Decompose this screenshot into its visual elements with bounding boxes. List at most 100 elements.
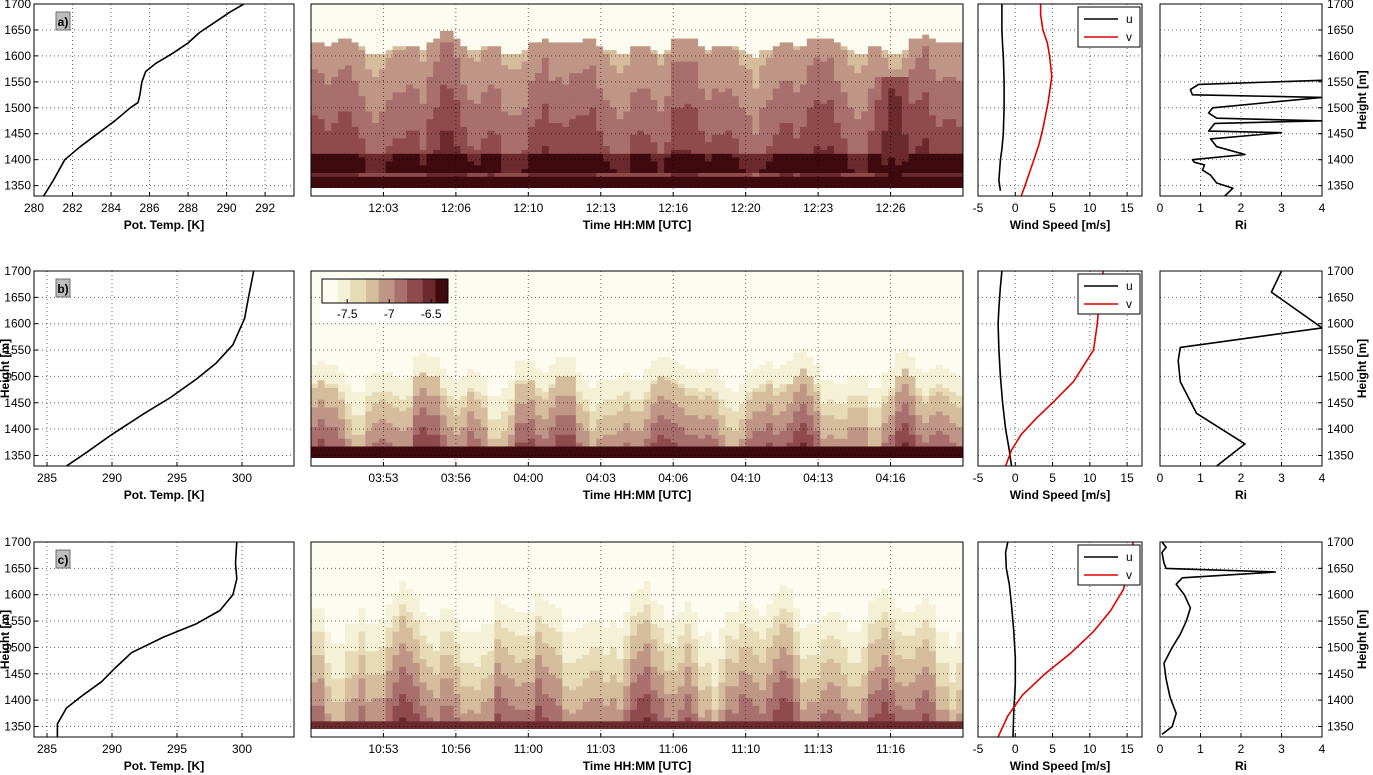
contour-cell xyxy=(650,161,658,166)
contour-cell xyxy=(528,84,536,90)
contour-cell xyxy=(507,34,516,40)
contour-cell xyxy=(800,88,808,93)
contour-cell xyxy=(317,11,326,17)
contour-cell xyxy=(351,172,360,178)
contour-cell xyxy=(881,38,889,43)
contour-cell xyxy=(677,42,686,47)
contour-cell xyxy=(569,172,577,178)
contour-cell xyxy=(616,61,625,67)
contour-cell xyxy=(664,119,672,124)
contour-cell xyxy=(365,157,373,163)
contour-cell xyxy=(535,100,543,105)
contour-cell xyxy=(637,169,645,174)
contour-cell xyxy=(779,65,788,70)
contour-cell xyxy=(589,80,597,86)
contour-cell xyxy=(575,76,584,82)
contour-cell xyxy=(847,176,855,182)
contour-cell xyxy=(562,115,570,120)
contour-cell xyxy=(460,30,468,36)
contour-cell xyxy=(541,84,550,90)
contour-cell xyxy=(847,88,855,93)
contour-cell xyxy=(616,142,625,147)
contour-cell xyxy=(935,27,944,32)
contour-cell xyxy=(460,100,468,105)
contour-cell xyxy=(385,69,394,74)
contour-cell xyxy=(501,80,509,86)
contour-cell xyxy=(793,130,801,136)
contour-cell xyxy=(820,15,828,20)
contour-cell xyxy=(521,130,529,136)
contour-cell xyxy=(942,11,951,17)
contour-cell xyxy=(399,180,407,186)
contour-cell xyxy=(392,34,400,40)
contour-cell xyxy=(440,111,448,116)
contour-cell xyxy=(338,169,346,174)
contour-cell xyxy=(406,103,414,109)
contour-cell xyxy=(942,61,951,67)
contour-cell xyxy=(358,111,366,116)
contour-cell xyxy=(833,80,842,86)
contour-cell xyxy=(575,119,584,124)
contour-cell xyxy=(446,92,455,97)
contour-cell xyxy=(616,107,625,113)
contour-cell xyxy=(874,15,883,20)
contour-cell xyxy=(908,169,917,174)
contour-cell xyxy=(820,100,828,105)
contour-cell xyxy=(786,115,794,120)
contour-cell xyxy=(684,157,692,163)
contour-cell xyxy=(820,84,828,90)
contour-cell xyxy=(460,169,468,174)
contour-cell xyxy=(331,50,339,55)
contour-cell xyxy=(480,176,489,182)
contour-cell xyxy=(317,27,326,32)
contour-cell xyxy=(372,165,380,170)
contour-cell xyxy=(630,38,638,43)
contour-cell xyxy=(460,142,468,147)
contour-cell xyxy=(358,130,366,136)
contour-cell xyxy=(935,57,944,63)
contour-cell xyxy=(440,15,448,20)
contour-cell xyxy=(793,88,801,93)
contour-cell xyxy=(691,169,699,174)
contour-cell xyxy=(861,19,869,24)
contour-cell xyxy=(467,126,475,132)
contour-cell xyxy=(548,111,557,116)
contour-cell xyxy=(494,76,502,82)
contour-cell xyxy=(677,130,686,136)
contour-cell xyxy=(331,46,339,51)
contour-cell xyxy=(766,138,774,143)
contour-cell xyxy=(956,84,963,90)
contour-cell xyxy=(915,57,923,63)
contour-cell xyxy=(813,103,821,109)
contour-cell xyxy=(365,169,373,174)
contour-cell xyxy=(596,15,604,20)
contour-cell xyxy=(793,153,801,159)
contour-cell xyxy=(732,184,740,189)
contour-cell xyxy=(358,50,366,55)
contour-cell xyxy=(704,134,713,139)
contour-cell xyxy=(901,149,910,155)
contour-cell xyxy=(480,7,489,13)
contour-cell xyxy=(800,61,808,67)
contour-cell xyxy=(569,180,577,186)
contour-cell xyxy=(426,88,434,93)
contour-cell xyxy=(324,169,332,174)
contour-cell xyxy=(589,19,597,24)
contour-cell xyxy=(351,96,360,101)
contour-cell xyxy=(657,92,665,97)
contour-cell xyxy=(718,172,726,178)
contour-cell xyxy=(901,88,910,93)
contour-cell xyxy=(949,69,957,74)
contour-cell xyxy=(691,184,699,189)
contour-cell xyxy=(800,176,808,182)
contour-cell xyxy=(596,11,604,17)
contour-cell xyxy=(453,4,462,9)
contour-cell xyxy=(820,172,828,178)
contour-cell xyxy=(582,96,591,101)
contour-cell xyxy=(861,88,869,93)
contour-cell xyxy=(541,57,550,63)
contour-cell xyxy=(922,115,930,120)
contour-cell xyxy=(358,180,366,186)
contour-cell xyxy=(637,50,645,55)
contour-cell xyxy=(406,15,414,20)
